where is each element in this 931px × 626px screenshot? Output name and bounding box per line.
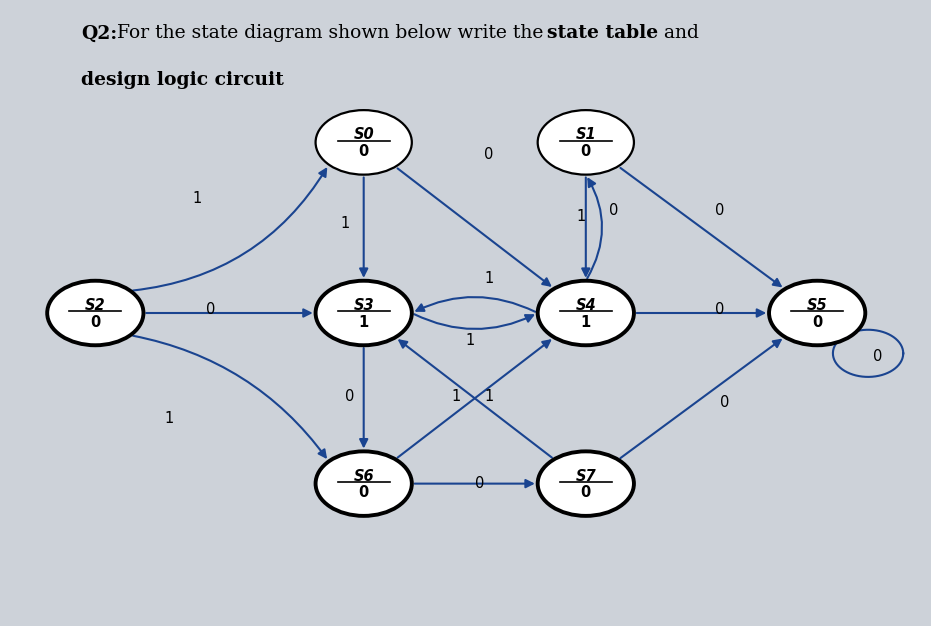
Circle shape	[316, 110, 412, 175]
Circle shape	[769, 280, 865, 346]
Text: 1: 1	[452, 389, 461, 404]
Text: S7: S7	[575, 469, 596, 484]
Text: 1: 1	[165, 411, 174, 426]
Text: 0: 0	[207, 302, 216, 317]
Text: S1: S1	[575, 128, 596, 143]
Circle shape	[316, 280, 412, 346]
Text: 0: 0	[720, 396, 729, 411]
Text: S6: S6	[354, 469, 374, 484]
Text: 0: 0	[358, 144, 369, 159]
Text: and: and	[657, 24, 698, 43]
Circle shape	[538, 280, 634, 346]
Text: 1: 1	[484, 389, 493, 404]
Text: 0: 0	[812, 315, 822, 330]
Text: S5: S5	[807, 298, 828, 313]
Text: S2: S2	[85, 298, 105, 313]
Circle shape	[316, 451, 412, 516]
Text: Q2:: Q2:	[81, 24, 117, 43]
Text: 0: 0	[715, 302, 724, 317]
Circle shape	[538, 451, 634, 516]
Text: 0: 0	[484, 147, 493, 162]
Text: 0: 0	[475, 476, 484, 491]
Text: S4: S4	[575, 298, 596, 313]
Text: 0: 0	[872, 349, 882, 364]
Text: For the state diagram shown below write the: For the state diagram shown below write …	[117, 24, 550, 43]
Text: 1: 1	[576, 209, 586, 224]
Text: 1: 1	[466, 334, 475, 349]
Text: 1: 1	[581, 315, 591, 330]
Circle shape	[538, 110, 634, 175]
Text: 0: 0	[609, 203, 618, 218]
Circle shape	[47, 280, 143, 346]
Text: 1: 1	[484, 272, 493, 286]
Text: 0: 0	[90, 315, 101, 330]
Text: 1: 1	[341, 215, 350, 230]
Text: 0: 0	[581, 144, 591, 159]
Text: 0: 0	[358, 485, 369, 500]
Text: 0: 0	[715, 203, 724, 218]
Text: S3: S3	[354, 298, 374, 313]
Text: 1: 1	[358, 315, 369, 330]
Text: 0: 0	[581, 485, 591, 500]
Text: design logic circuit: design logic circuit	[81, 71, 284, 89]
Text: state table: state table	[547, 24, 658, 43]
Text: 0: 0	[345, 389, 355, 404]
Text: 1: 1	[193, 191, 202, 206]
Text: S0: S0	[354, 128, 374, 143]
